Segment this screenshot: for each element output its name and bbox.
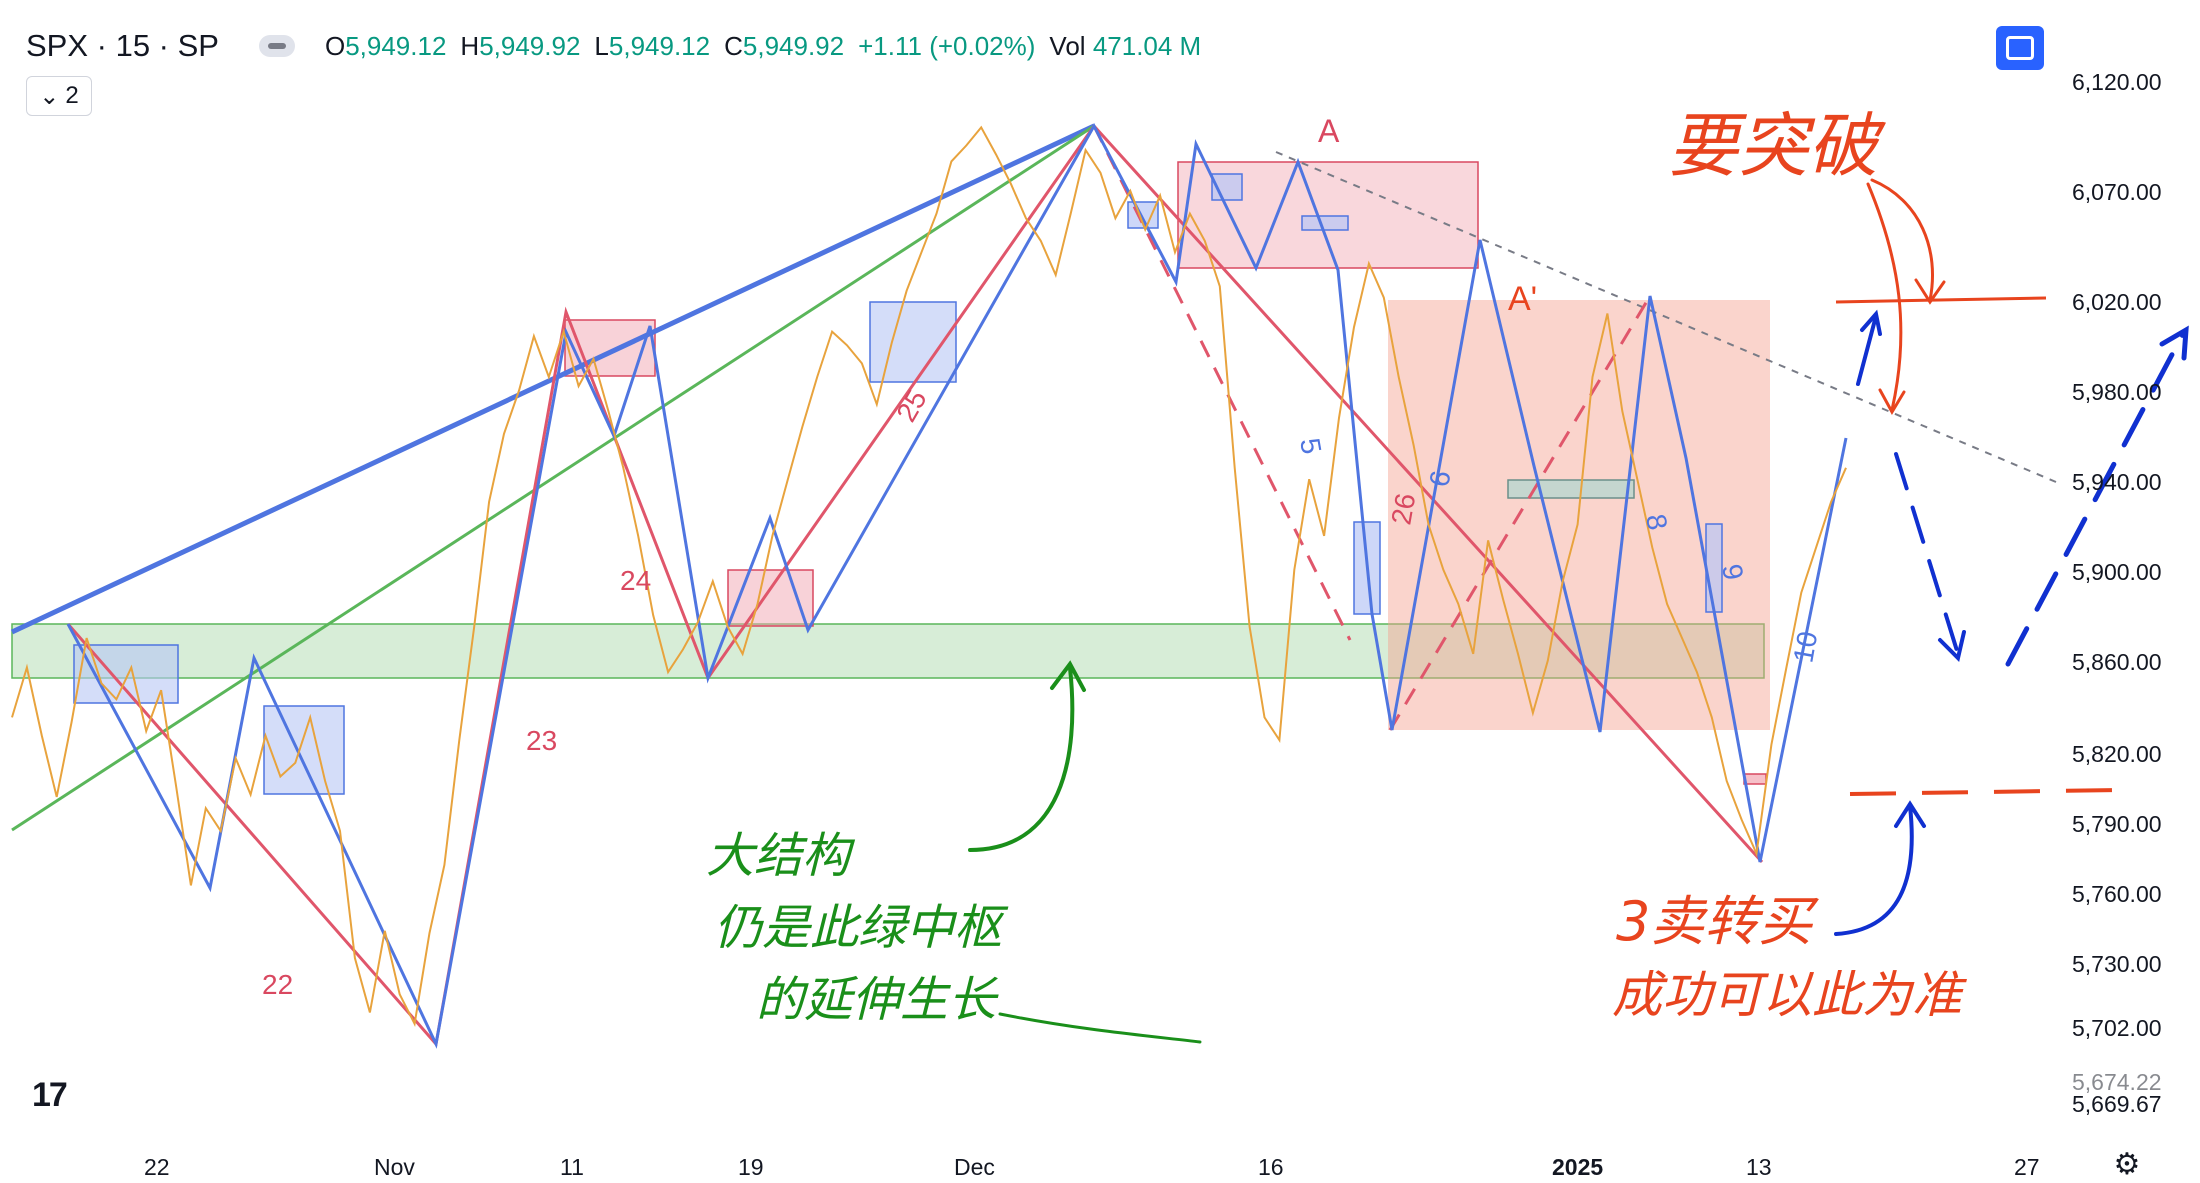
trend-lines bbox=[10, 122, 2121, 1049]
indicator-count: 2 bbox=[65, 82, 79, 109]
note-sell-to-buy: 3卖转买 bbox=[1616, 890, 1819, 953]
blue-projection-down-head bbox=[1938, 630, 1966, 662]
legend-header: SPX · 15 · SP O5,949.12 H5,949.92 L5,949… bbox=[26, 24, 1201, 68]
blue-curve-arrow-low bbox=[1834, 804, 1914, 936]
y-tick-label: 5,669.67 bbox=[2072, 1091, 2162, 1117]
red-horizontal-breakout bbox=[1835, 296, 2047, 304]
ohlc-high: H5,949.92 bbox=[460, 30, 581, 61]
x-tick-label: Dec bbox=[954, 1154, 995, 1180]
blue-projection-up bbox=[2005, 329, 2187, 667]
chevron-down-icon: ⌄ bbox=[39, 82, 60, 110]
wave-label: 23 bbox=[526, 725, 557, 756]
y-tick-label: 5,980.00 bbox=[2072, 379, 2162, 405]
tradingview-logo[interactable]: 17 bbox=[32, 1076, 68, 1114]
blue-box-oct-late bbox=[263, 705, 345, 795]
ohlc-close: C5,949.92 bbox=[724, 30, 845, 61]
x-axis[interactable]: 22 Nov 11 19 Dec 16 2025 13 27 bbox=[144, 1154, 2040, 1180]
ohlc-open: O5,949.12 bbox=[324, 30, 447, 61]
red-curve-arrow-b-head bbox=[1878, 388, 1906, 416]
price-line bbox=[11, 125, 1847, 1027]
x-tick-label: 27 bbox=[2014, 1154, 2040, 1180]
red-box-jan-low bbox=[1743, 773, 1767, 785]
blue-box-dec-c bbox=[1301, 215, 1349, 231]
wave-label: 6 bbox=[1423, 468, 1456, 489]
green-arrow-head bbox=[1050, 660, 1086, 692]
x-tick-label: 2025 bbox=[1552, 1154, 1603, 1180]
note-structure-line-2: 仍是此绿中枢 bbox=[714, 900, 1009, 956]
note-structure-line-1: 大结构 bbox=[706, 828, 856, 884]
y-tick-label: 5,674.22 bbox=[2072, 1069, 2162, 1095]
y-tick-label: 5,760.00 bbox=[2072, 881, 2162, 907]
y-tick-label: 6,020.00 bbox=[2072, 289, 2162, 315]
fullscreen-button[interactable] bbox=[1996, 26, 2044, 70]
blue-projection-down bbox=[1894, 452, 1960, 656]
x-tick-label: 13 bbox=[1746, 1154, 1772, 1180]
wave-label: 22 bbox=[262, 969, 293, 1000]
hand-drawn-arrows bbox=[968, 178, 2189, 1044]
gray-dashed-resistance bbox=[1275, 151, 2057, 483]
x-tick-label: Nov bbox=[374, 1154, 415, 1180]
fullscreen-icon bbox=[2006, 36, 2034, 60]
price-change: +1.11 (+0.02%) bbox=[858, 30, 1036, 61]
blue-up-arrow-1-head bbox=[1860, 309, 1882, 336]
blue-projection-up-head bbox=[2159, 325, 2189, 361]
wave-label: 26 bbox=[1385, 491, 1421, 527]
handwritten-annotations: 要突破 大结构 仍是此绿中枢 的延伸生长 3卖转买 成功可以此为准 bbox=[706, 105, 1967, 1028]
x-tick-label: 19 bbox=[738, 1154, 764, 1180]
y-axis[interactable]: 6,120.00 6,070.00 6,020.00 5,980.00 5,94… bbox=[2072, 69, 2162, 1117]
market-status-icon[interactable] bbox=[258, 35, 295, 57]
wave-label: 9 bbox=[1716, 562, 1749, 583]
y-tick-label: 5,820.00 bbox=[2072, 741, 2162, 767]
red-curve-arrow-a-head bbox=[1914, 278, 1946, 305]
blue-up-arrow-1 bbox=[1856, 314, 1878, 386]
y-tick-label: 5,900.00 bbox=[2072, 559, 2162, 585]
x-tick-label: 16 bbox=[1258, 1154, 1284, 1180]
green-trendline bbox=[11, 124, 1095, 832]
wave-label: 8 bbox=[1640, 512, 1673, 533]
note-structure-line-3: 的延伸生长 bbox=[756, 972, 999, 1028]
note-breakout: 要突破 bbox=[1668, 105, 1886, 187]
green-arrow bbox=[968, 666, 1075, 852]
x-tick-label: 22 bbox=[144, 1154, 170, 1180]
wave-label: 10 bbox=[1787, 629, 1823, 665]
blue-stroke-wave bbox=[66, 122, 1848, 1049]
point-label-a: A bbox=[1318, 113, 1340, 149]
pink-zone-top bbox=[1177, 161, 1479, 269]
symbol-title[interactable]: SPX · 15 · SP bbox=[26, 28, 219, 63]
red-box-nov19 bbox=[727, 569, 814, 627]
y-tick-label: 6,070.00 bbox=[2072, 179, 2162, 205]
settings-gear-icon[interactable]: ⚙ bbox=[2113, 1148, 2141, 1181]
y-tick-label: 5,790.00 bbox=[2072, 811, 2162, 837]
wave-label: 5 bbox=[1294, 436, 1327, 457]
ohlc-low: L5,949.12 bbox=[594, 30, 711, 61]
blue-curve-arrow-low-head bbox=[1894, 800, 1926, 828]
wave-label: 24 bbox=[620, 565, 651, 596]
point-label-a-prime: A' bbox=[1508, 280, 1537, 318]
y-tick-label: 6,120.00 bbox=[2072, 69, 2162, 95]
ohlc-values: O5,949.12 H5,949.92 L5,949.12 C5,949.92 … bbox=[325, 31, 1201, 62]
red-stroke-wave bbox=[66, 123, 1764, 1048]
red-dashed-up bbox=[1388, 295, 1652, 731]
x-tick-label: 11 bbox=[560, 1154, 584, 1180]
y-tick-label: 5,702.00 bbox=[2072, 1015, 2162, 1041]
red-curve-arrow-a bbox=[1870, 178, 1934, 302]
collapse-indicators-button[interactable]: ⌄ 2 bbox=[26, 76, 92, 116]
green-underline bbox=[998, 1012, 1202, 1044]
y-tick-label: 5,730.00 bbox=[2072, 951, 2162, 977]
volume: Vol 471.04 M bbox=[1049, 30, 1202, 61]
red-dashed-down bbox=[1092, 125, 1352, 641]
y-tick-label: 5,940.00 bbox=[2072, 469, 2162, 495]
note-condition: 成功可以此为准 bbox=[1612, 966, 1967, 1024]
red-horizontal-dashed bbox=[1849, 788, 2121, 796]
wave-labels: 22 23 24 25 5 26 6 8 9 10 A A' bbox=[262, 113, 1823, 1000]
red-curve-arrow-b bbox=[1866, 182, 1903, 412]
y-tick-label: 5,860.00 bbox=[2072, 649, 2162, 675]
gray-box-jan bbox=[1507, 479, 1635, 499]
